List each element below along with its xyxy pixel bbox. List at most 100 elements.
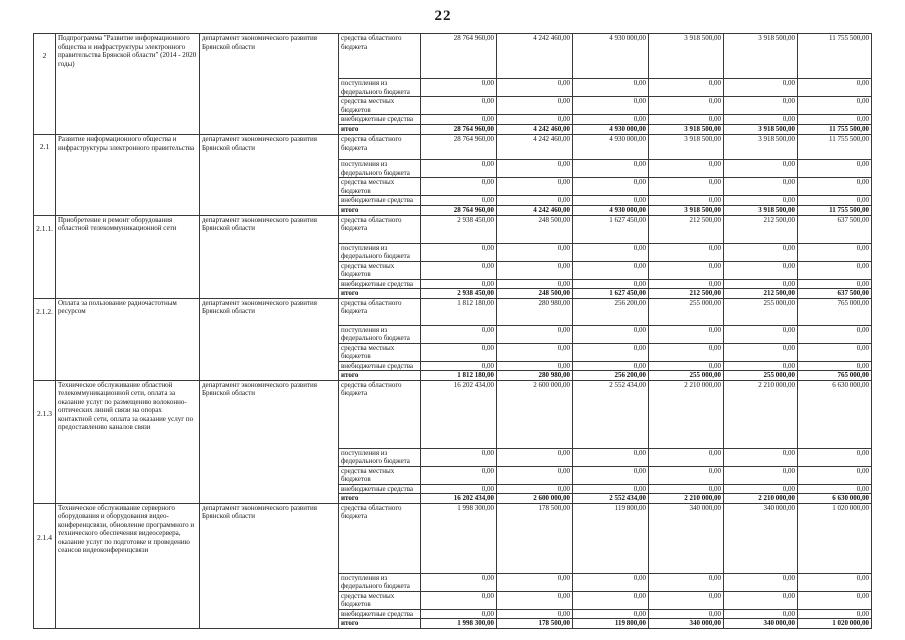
amount-cell: 0,00 (496, 114, 573, 125)
amount-cell: 212 500,00 (648, 214, 724, 244)
amount-cell: 4 242 460,00 (496, 205, 573, 216)
funding-row: 2 Подпрограмма "Развитие информационного … (33, 33, 872, 135)
program-name-cell: Оплата за пользование радиочастотным рес… (55, 297, 200, 381)
amount-cell: 6 630 000,00 (797, 379, 872, 449)
amount-cell: 0,00 (496, 278, 573, 289)
amount-cell: 0,00 (797, 447, 872, 467)
amount-cell: 0,00 (496, 590, 573, 610)
amount-cell: 0,00 (648, 114, 724, 125)
amount-cell: 0,00 (723, 360, 798, 371)
amount-cell: 3 918 500,00 (723, 134, 798, 160)
program-name-cell: Приобретение и ремонт оборудования облас… (55, 214, 200, 299)
amount-cell: 0,00 (723, 78, 798, 97)
program-name-cell: Подпрограмма "Развитие информационного о… (55, 33, 200, 135)
funding-row: 2.1.4 Техническое обслуживание серверного… (33, 502, 872, 629)
amount-cell: 0,00 (648, 195, 724, 206)
amount-cell: 0,00 (723, 447, 798, 467)
amount-cell: 340 000,00 (723, 502, 798, 574)
row-number-cell: 2.1 (33, 134, 56, 216)
amount-cell: 0,00 (572, 195, 649, 206)
funding-source-cell: поступления из федерального бюджета (338, 447, 421, 467)
amount-cell: 255 000,00 (723, 370, 798, 381)
amount-cell: 2 552 434,00 (572, 379, 649, 449)
amount-cell: 2 210 000,00 (723, 379, 798, 449)
amount-cell: 0,00 (572, 96, 649, 115)
amount-cell: 0,00 (420, 465, 497, 485)
amount-cell: 0,00 (723, 483, 798, 494)
amount-cell: 0,00 (723, 114, 798, 125)
amount-cell: 340 000,00 (648, 502, 724, 574)
amount-cell: 0,00 (797, 242, 872, 262)
amount-cell: 255 000,00 (648, 370, 724, 381)
amount-cell: 765 000,00 (797, 297, 872, 326)
funding-source-cell: средства местных бюджетов (338, 96, 421, 115)
funding-source-cell: поступления из федерального бюджета (338, 572, 421, 592)
amount-cell: 119 800,00 (572, 502, 649, 574)
amount-cell: 0,00 (648, 342, 724, 362)
amount-cell: 0,00 (496, 447, 573, 467)
department-cell: департамент экономического развития Брян… (199, 214, 339, 299)
amount-cell: 0,00 (797, 96, 872, 115)
amount-cell: 16 202 434,00 (420, 493, 497, 504)
amount-cell: 0,00 (496, 483, 573, 494)
amount-cell: 0,00 (572, 159, 649, 178)
amount-cell: 0,00 (496, 465, 573, 485)
amount-cell: 0,00 (572, 447, 649, 467)
amount-cell: 1 812 180,00 (420, 370, 497, 381)
amount-cell: 28 764 960,00 (420, 33, 497, 79)
funding-source-cell: средства местных бюджетов (338, 260, 421, 280)
amount-cell: 0,00 (420, 242, 497, 262)
funding-source-cell: средства местных бюджетов (338, 590, 421, 610)
amount-cell: 0,00 (648, 242, 724, 262)
amount-cell: 2 600 000,00 (496, 493, 573, 504)
amount-cell: 0,00 (648, 572, 724, 592)
amount-cell: 4 930 000,00 (572, 124, 649, 135)
funding-source-cell: внебюджетные средства (338, 195, 421, 206)
amount-cell: 0,00 (572, 342, 649, 362)
amount-cell: 3 918 500,00 (723, 124, 798, 135)
amount-cell: 0,00 (572, 78, 649, 97)
amount-cell: 256 200,00 (572, 297, 649, 326)
amount-cell: 248 500,00 (496, 288, 573, 299)
amount-cell: 3 918 500,00 (723, 205, 798, 216)
amount-cell: 0,00 (420, 177, 497, 196)
amount-cell: 0,00 (496, 360, 573, 371)
program-name-cell: Техническое обслуживание серверного обор… (55, 502, 200, 629)
funding-row: средства местных бюджетов 0,00 0,00 0,00 0,0… (34, 590, 872, 610)
amount-cell: 0,00 (648, 278, 724, 289)
amount-cell: 256 200,00 (572, 370, 649, 381)
amount-cell: 0,00 (797, 590, 872, 610)
amount-cell: 0,00 (496, 242, 573, 262)
amount-cell: 4 242 460,00 (496, 33, 573, 79)
funding-source-cell: итого (338, 124, 421, 135)
amount-cell: 0,00 (496, 177, 573, 196)
funding-source-cell: поступления из федерального бюджета (338, 242, 421, 262)
funding-source-cell: средства областного бюджета (338, 502, 421, 574)
department-cell: департамент экономического развития Брян… (199, 297, 339, 381)
department-cell: департамент экономического развития Брян… (199, 33, 339, 135)
amount-cell: 0,00 (420, 483, 497, 494)
amount-cell: 3 918 500,00 (723, 33, 798, 79)
funding-row: поступления из федерального бюджета 0,00 0… (34, 242, 872, 262)
amount-cell: 0,00 (496, 324, 573, 344)
amount-cell: 0,00 (723, 342, 798, 362)
amount-cell: 248 500,00 (496, 214, 573, 244)
amount-cell: 0,00 (723, 260, 798, 280)
amount-cell: 0,00 (420, 324, 497, 344)
amount-cell: 119 800,00 (572, 618, 649, 629)
funding-source-cell: итого (338, 205, 421, 216)
amount-cell: 0,00 (648, 159, 724, 178)
amount-cell: 2 600 000,00 (496, 379, 573, 449)
amount-cell: 4 242 460,00 (496, 134, 573, 160)
amount-cell: 0,00 (496, 260, 573, 280)
amount-cell: 255 000,00 (723, 297, 798, 326)
amount-cell: 0,00 (648, 324, 724, 344)
amount-cell: 0,00 (648, 608, 724, 619)
amount-cell: 0,00 (572, 260, 649, 280)
amount-cell: 1 020 000,00 (797, 618, 872, 629)
funding-source-cell: итого (338, 370, 421, 381)
funding-row: средства местных бюджетов 0,00 0,00 0,00 0,0… (34, 260, 872, 280)
funding-row: 2.1 Развитие информационного общества и и… (33, 134, 872, 216)
row-number: 2 (42, 51, 47, 61)
funding-row: 2.1.2. Оплата за пользование радиочастотн… (33, 297, 872, 381)
